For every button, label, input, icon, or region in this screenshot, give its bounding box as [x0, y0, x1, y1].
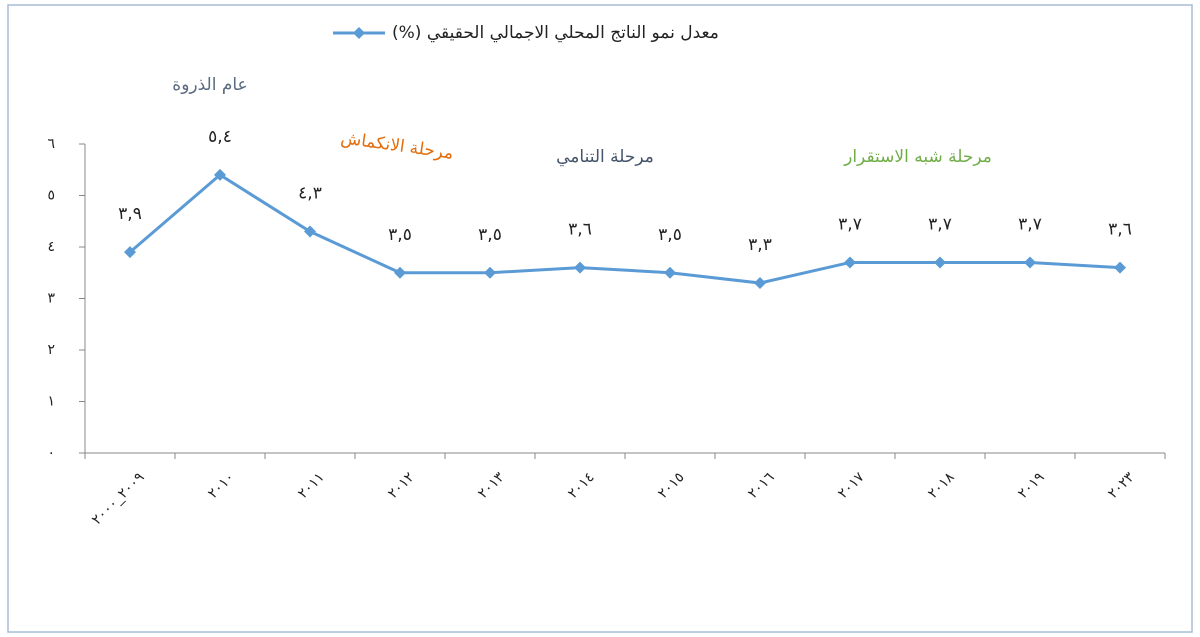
- y-tick-label: ٥: [47, 188, 55, 204]
- data-label: ٣,٦: [568, 220, 592, 240]
- annotation: مرحلة شبه الاستقرار: [843, 147, 992, 167]
- marker: [754, 277, 766, 290]
- data-label: ٣,٥: [388, 225, 412, 245]
- chart-border: [7, 4, 1193, 633]
- data-label: ٣,٥: [478, 225, 502, 245]
- marker: [934, 256, 946, 269]
- marker: [124, 246, 136, 259]
- annotation: مرحلة التنامي: [556, 147, 654, 167]
- y-tick-label: ١: [47, 394, 55, 410]
- marker: [214, 168, 226, 181]
- series-line: [129, 173, 1121, 285]
- y-tick-label: ٦: [47, 136, 55, 152]
- legend-marker: [353, 27, 365, 39]
- data-label: ٣,٧: [838, 214, 862, 234]
- marker: [304, 225, 316, 238]
- data-label: ٤,٣: [298, 184, 322, 204]
- y-tick-label: ٠: [47, 445, 55, 461]
- data-label: ٣,٧: [928, 214, 952, 234]
- legend-label: معدل نمو الناتج المحلي الاجمالي الحقيقي …: [392, 23, 719, 43]
- data-label: ٣,٦: [1108, 220, 1132, 240]
- data-label: ٣,٥: [658, 225, 682, 245]
- marker: [844, 256, 856, 269]
- y-tick-label: ٤: [47, 239, 55, 255]
- marker: [574, 261, 586, 274]
- marker: [664, 266, 676, 279]
- marker: [484, 266, 496, 279]
- marker: [1114, 261, 1126, 274]
- marker: [394, 266, 406, 279]
- annotation: عام الذروة: [172, 75, 247, 95]
- data-label: ٣,٣: [748, 235, 772, 255]
- y-tick-label: ٢: [47, 342, 55, 358]
- marker: [1024, 256, 1036, 269]
- data-label: ٣,٩: [118, 204, 142, 224]
- y-tick-label: ٣: [47, 291, 55, 307]
- data-label: ٣,٧: [1018, 214, 1042, 234]
- data-label: ٥,٤: [208, 127, 232, 147]
